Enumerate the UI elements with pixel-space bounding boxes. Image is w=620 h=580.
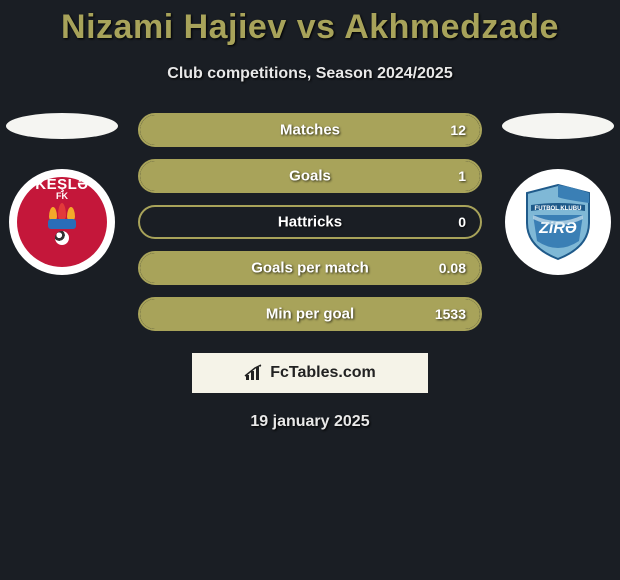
kesla-flame-icon bbox=[45, 203, 79, 229]
zira-badge-icon: FUTBOL KLUBU ZiRƏ bbox=[513, 177, 603, 267]
stat-value-right: 0.08 bbox=[439, 260, 466, 276]
stat-bar: Matches 12 bbox=[138, 113, 482, 147]
stat-bar: Goals 1 bbox=[138, 159, 482, 193]
page-title: Nizami Hajiev vs Akhmedzade bbox=[0, 0, 620, 47]
stat-label: Hattricks bbox=[278, 214, 342, 231]
stat-label: Min per goal bbox=[266, 306, 354, 323]
svg-text:FUTBOL KLUBU: FUTBOL KLUBU bbox=[535, 206, 582, 212]
stat-value-right: 1533 bbox=[435, 306, 466, 322]
stat-bars: Matches 12 Goals 1 Hattricks 0 Goals per match… bbox=[138, 113, 482, 331]
right-club-badge: FUTBOL KLUBU ZiRƏ bbox=[505, 169, 611, 275]
stat-bar: Min per goal 1533 bbox=[138, 297, 482, 331]
left-flag-placeholder bbox=[6, 113, 118, 139]
stat-label: Matches bbox=[280, 122, 340, 139]
brand-chart-icon bbox=[244, 364, 264, 382]
date-text: 19 january 2025 bbox=[0, 413, 620, 431]
left-club-badge: KEŞLƏ FK bbox=[9, 169, 115, 275]
stat-label: Goals per match bbox=[251, 260, 369, 277]
stat-bar: Goals per match 0.08 bbox=[138, 251, 482, 285]
right-player-side: FUTBOL KLUBU ZiRƏ bbox=[498, 113, 618, 275]
stat-bar: Hattricks 0 bbox=[138, 205, 482, 239]
kesla-sub: FK bbox=[56, 191, 68, 201]
right-flag-placeholder bbox=[502, 113, 614, 139]
stat-value-right: 12 bbox=[450, 122, 466, 138]
main-row: KEŞLƏ FK Matches 12 Goals 1 Hattricks 0 Goals … bbox=[0, 113, 620, 331]
stat-value-right: 0 bbox=[458, 214, 466, 230]
left-player-side: KEŞLƏ FK bbox=[2, 113, 122, 275]
subtitle: Club competitions, Season 2024/2025 bbox=[0, 65, 620, 83]
stat-label: Goals bbox=[289, 168, 331, 185]
zira-shield-icon: FUTBOL KLUBU ZiRƏ bbox=[521, 183, 595, 261]
kesla-badge-icon: KEŞLƏ FK bbox=[17, 177, 107, 267]
brand-watermark: FcTables.com bbox=[192, 353, 428, 393]
brand-text: FcTables.com bbox=[270, 364, 376, 382]
stat-value-right: 1 bbox=[458, 168, 466, 184]
comparison-card: Nizami Hajiev vs Akhmedzade Club competi… bbox=[0, 0, 620, 431]
kesla-ball-icon bbox=[55, 231, 69, 245]
